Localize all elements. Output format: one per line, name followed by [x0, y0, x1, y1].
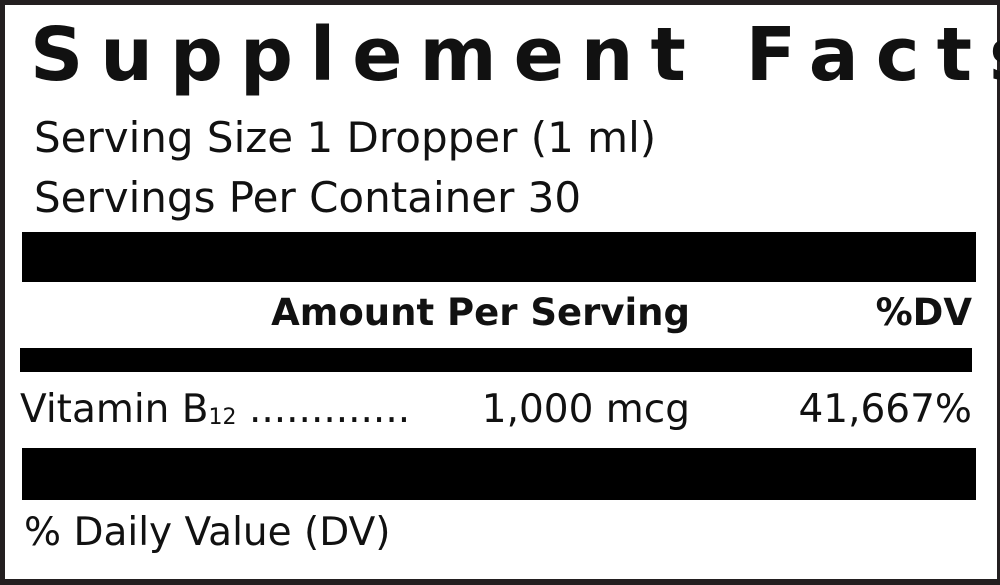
thick-divider-bottom [22, 448, 976, 500]
label-title: Supplement Facts [30, 12, 1000, 98]
dv-header: %DV [875, 291, 972, 334]
thick-divider [22, 232, 976, 282]
nutrient-dv: 41,667% [798, 387, 972, 432]
nutrient-amount: 1,000 mcg [481, 387, 690, 432]
servings-per-container: Servings Per Container 30 [34, 173, 582, 222]
nutrient-row: Vitamin B12 ............. [20, 385, 410, 443]
dot-leader: ............. [248, 387, 411, 432]
nutrient-name: Vitamin B [20, 387, 209, 432]
medium-divider [20, 348, 972, 372]
serving-size: Serving Size 1 Dropper (1 ml) [34, 113, 657, 162]
nutrient-subscript: 12 [208, 405, 237, 430]
footnote: % Daily Value (DV) [24, 510, 391, 555]
amount-per-serving-header: Amount Per Serving [271, 291, 690, 334]
